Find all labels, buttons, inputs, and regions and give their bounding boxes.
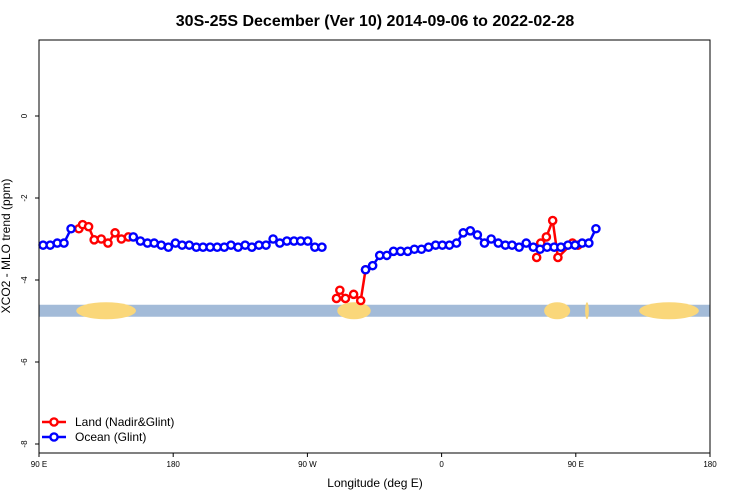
- data-point: [541, 232, 552, 242]
- data-point: [514, 242, 524, 252]
- x-tick-label: 90 W: [298, 460, 317, 469]
- x-axis-label: Longitude (deg E): [327, 476, 422, 490]
- data-point: [472, 230, 483, 240]
- data-point: [163, 242, 174, 252]
- data-point: [66, 223, 76, 234]
- y-axis-label: XCO2 - MLO trend (ppm): [0, 179, 13, 314]
- x-tick-label: 90 E: [568, 460, 584, 469]
- data-point: [317, 242, 327, 252]
- series-ocean: [38, 223, 601, 275]
- land-segment: [544, 302, 571, 320]
- data-point: [261, 240, 271, 250]
- data-point: [110, 228, 120, 238]
- x-tick-label: 90 E: [31, 460, 47, 469]
- data-point: [486, 234, 496, 244]
- data-point: [531, 252, 542, 263]
- x-tick-label: 0: [439, 460, 444, 469]
- land-segment: [585, 302, 589, 320]
- data-point: [553, 252, 563, 263]
- y-tick-label: -4: [20, 276, 29, 284]
- data-point: [331, 293, 342, 304]
- data-point: [348, 289, 359, 300]
- x-tick-label: 180: [167, 460, 181, 469]
- data-point: [103, 238, 113, 248]
- data-point: [591, 223, 601, 234]
- data-point: [83, 221, 94, 232]
- data-point: [335, 285, 345, 296]
- y-tick-label: -6: [20, 358, 29, 366]
- plot-frame: [38, 39, 711, 454]
- y-tick-label: 0: [20, 113, 29, 118]
- legend-marker: [49, 432, 59, 442]
- legend: Land (Nadir&Glint)Ocean (Glint): [42, 415, 174, 444]
- series-layer: [38, 215, 601, 306]
- series-line-segment: [359, 269, 367, 301]
- data-point: [547, 215, 558, 226]
- series-line-segment: [551, 220, 560, 258]
- legend-label: Ocean (Glint): [75, 430, 146, 444]
- data-point: [465, 225, 476, 236]
- y-tick-label: -8: [20, 440, 29, 448]
- data-point: [479, 238, 490, 248]
- y-tick-label: -2: [20, 194, 29, 202]
- land-segment: [337, 302, 371, 320]
- legend-label: Land (Nadir&Glint): [75, 415, 174, 429]
- axes: 90 E 180 90 W 0 90 E 180 0 -2 -4 -6 -8: [20, 113, 717, 469]
- data-point: [355, 295, 366, 306]
- land-segment: [76, 302, 136, 320]
- data-point: [451, 238, 462, 248]
- data-point: [59, 238, 69, 248]
- data-point: [367, 260, 378, 271]
- data-point: [128, 232, 139, 242]
- data-point: [340, 293, 351, 304]
- data-point: [521, 238, 532, 248]
- data-point: [584, 238, 594, 248]
- land-segment: [639, 302, 699, 320]
- legend-marker: [49, 417, 59, 427]
- x-tick-label: 180: [703, 460, 717, 469]
- chart-title: 30S-25S December (Ver 10) 2014-09-06 to …: [176, 13, 575, 30]
- data-point: [268, 234, 278, 244]
- data-point: [96, 234, 107, 244]
- data-point: [382, 250, 392, 261]
- land-ocean-band: [39, 302, 710, 320]
- data-point: [302, 236, 313, 246]
- series-land: [74, 215, 583, 306]
- data-point: [360, 264, 371, 275]
